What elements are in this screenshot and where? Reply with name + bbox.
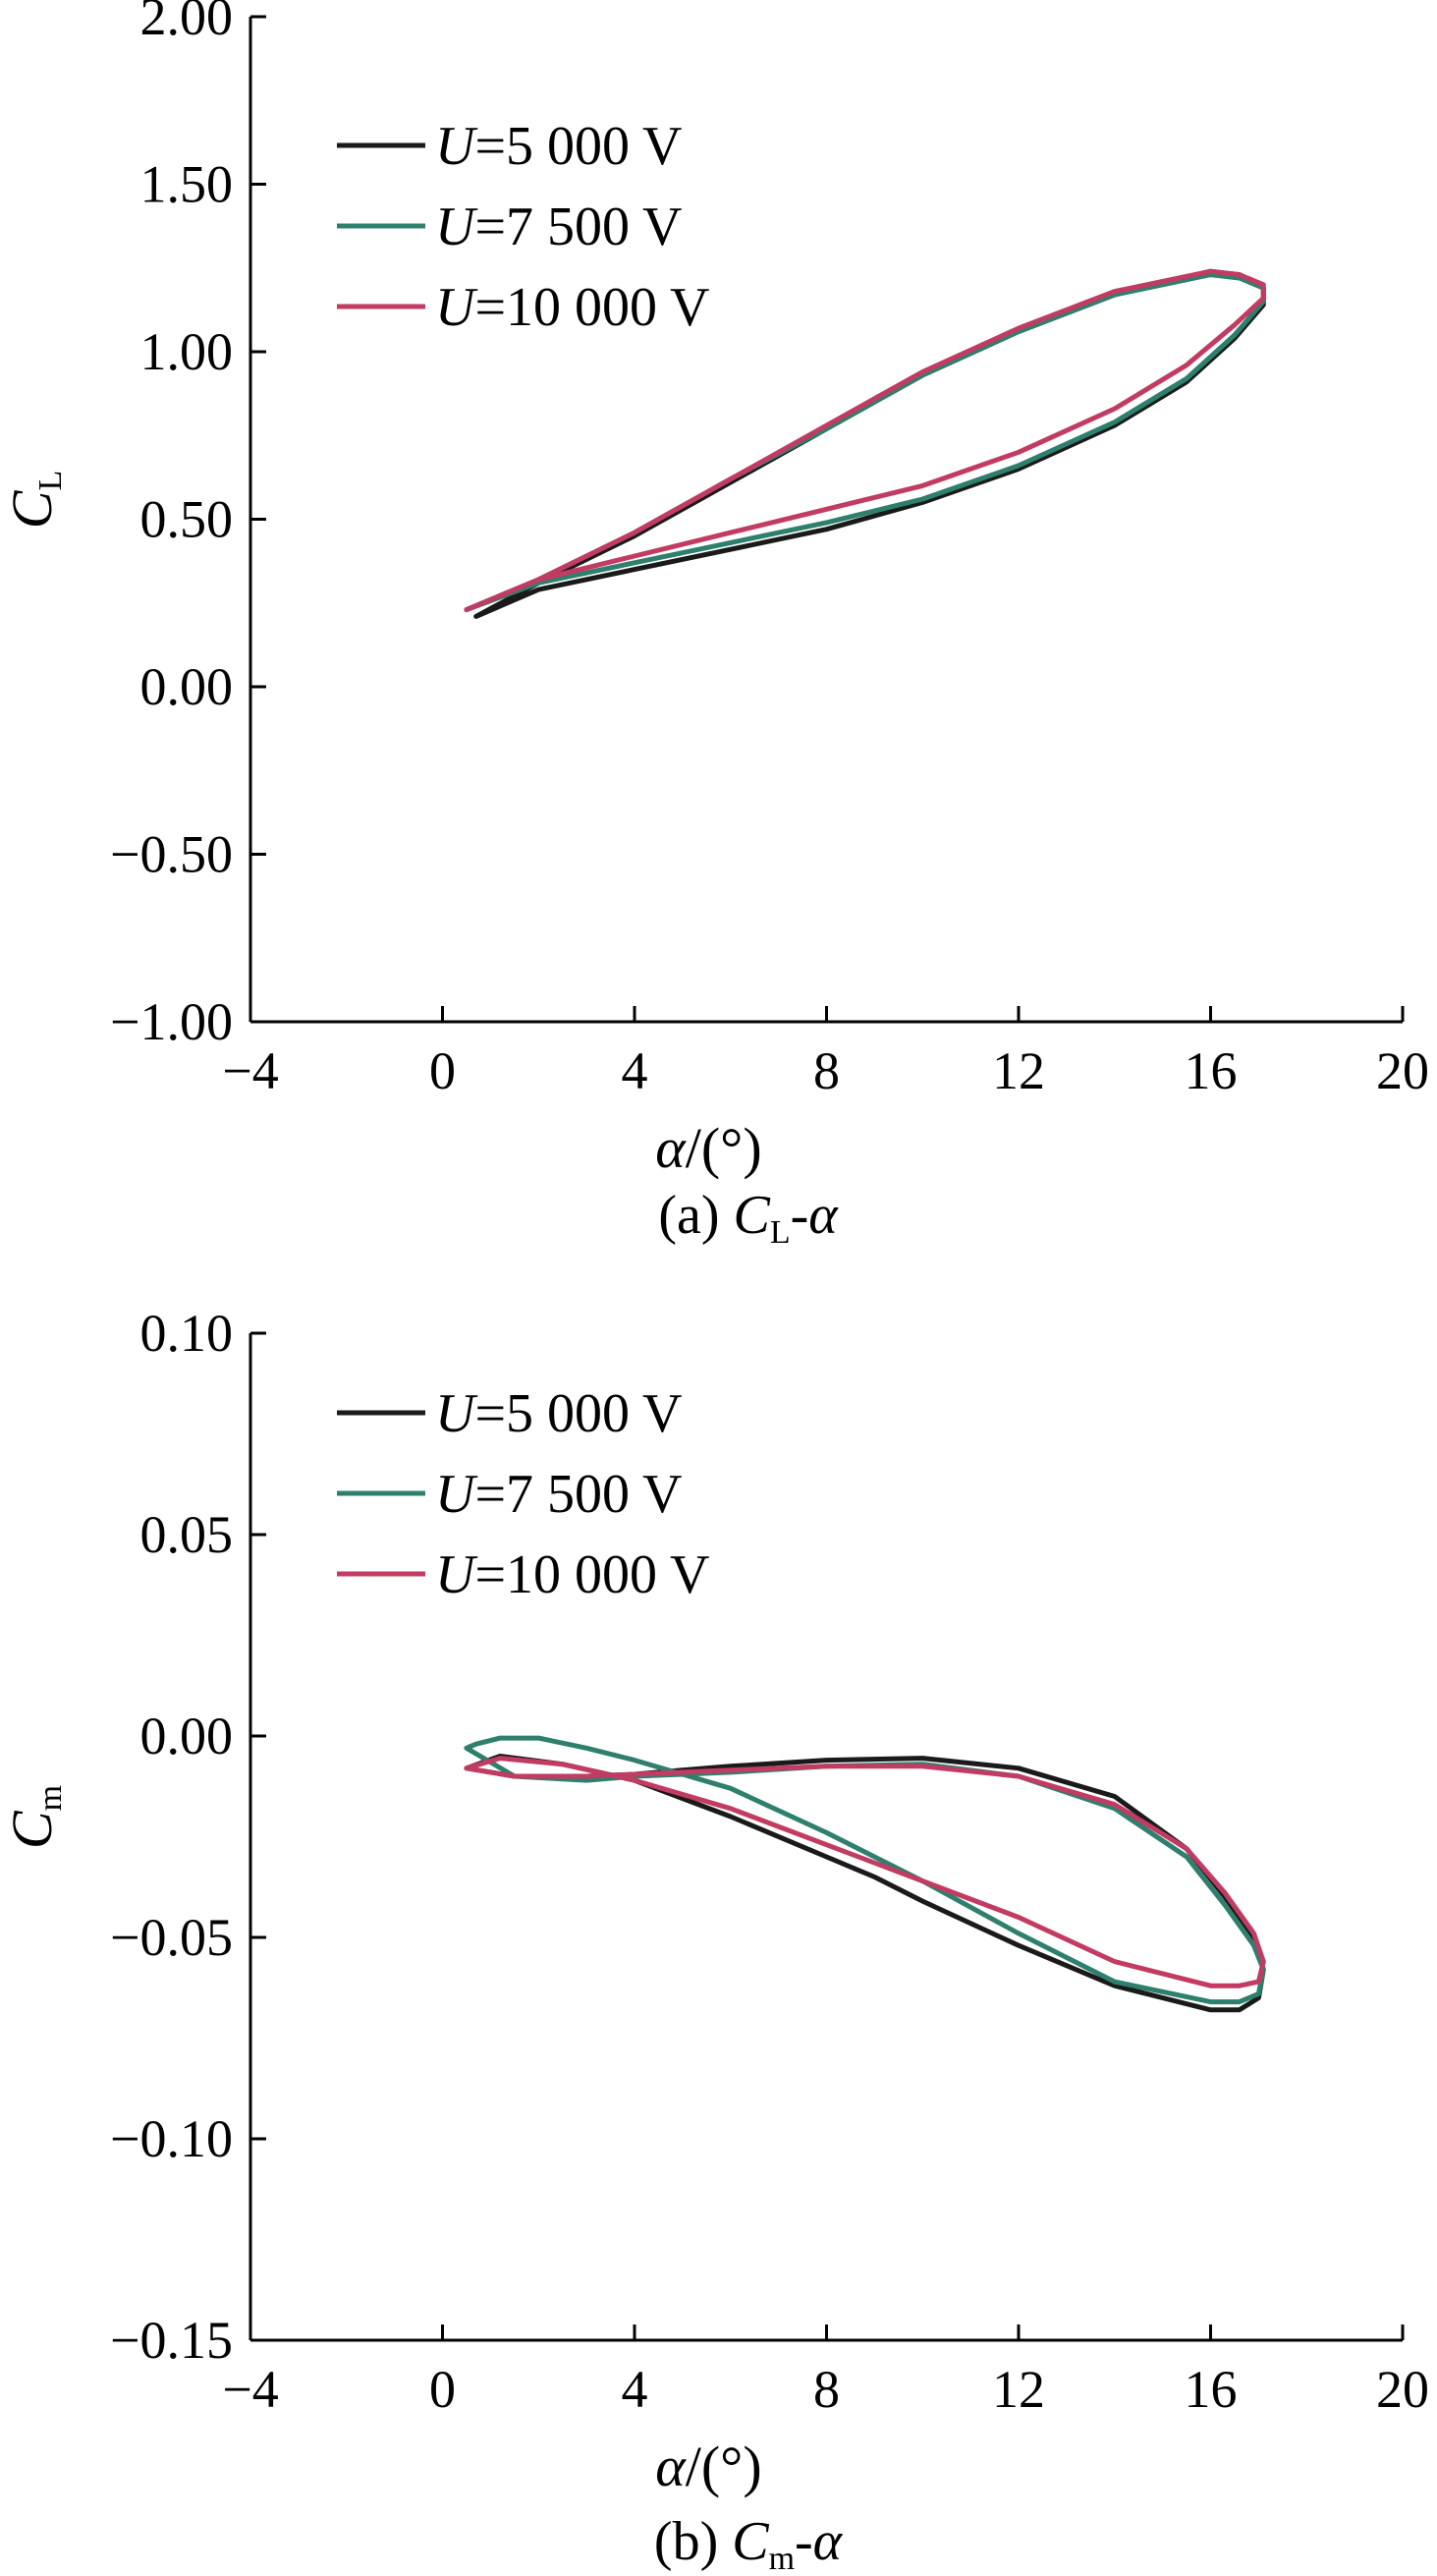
- x-tick-label: −4: [222, 2360, 278, 2419]
- y-tick-label: 0.50: [140, 490, 234, 549]
- x-tick-label: 16: [1185, 1041, 1238, 1100]
- series-line-1: [464, 1754, 1266, 2013]
- x-axis-label: α/(°): [655, 2435, 761, 2498]
- series-line-3: [464, 268, 1266, 613]
- x-tick-label: 12: [992, 1041, 1045, 1100]
- y-tick-label: 2.00: [140, 0, 234, 46]
- x-tick-label: −4: [222, 1041, 278, 1100]
- y-axis-label: CL: [0, 471, 69, 529]
- x-tick-label: 0: [429, 2360, 456, 2419]
- y-tick-label: −0.50: [110, 825, 233, 884]
- y-tick-label: −1.00: [110, 992, 233, 1051]
- chart-panel-a: −1.00 −0.50 0.00 0.50 1.00 1.50 2.00 −4 0 4 8 12 16 2…: [0, 0, 1429, 1251]
- y-tick-label: 0.00: [140, 657, 234, 716]
- x-tick-label: 4: [622, 1041, 648, 1100]
- y-axis-label: Cm: [0, 1785, 69, 1849]
- y-tick-label: −0.15: [110, 2311, 233, 2370]
- x-tick-label: 8: [813, 1041, 840, 1100]
- x-tick-label: 16: [1185, 2360, 1238, 2419]
- x-axis-label: α/(°): [655, 1116, 761, 1180]
- legend-label: U=10 000 V: [435, 277, 709, 338]
- y-tick-label: 0.00: [140, 1707, 234, 1765]
- legend-label: U=5 000 V: [435, 1383, 682, 1444]
- y-tick-label: 1.00: [140, 322, 234, 381]
- figure-caption: (a) CL-α: [658, 1185, 839, 1251]
- legend-label: U=10 000 V: [435, 1544, 709, 1605]
- legend-label: U=5 000 V: [435, 116, 682, 177]
- x-tick-label: 12: [992, 2360, 1045, 2419]
- y-tick-label: −0.05: [110, 1908, 233, 1967]
- legend-label: U=7 500 V: [435, 1464, 682, 1525]
- x-tick-label: 4: [622, 2360, 648, 2419]
- chart-panel-b: −0.15 −0.10 −0.05 0.00 0.05 0.10 −4 0 4 8 12 16 20 α/…: [0, 1304, 1429, 2576]
- y-tick-label: 0.10: [140, 1304, 234, 1363]
- y-tick-label: 1.50: [140, 155, 234, 214]
- series-line-3: [464, 1756, 1266, 1988]
- x-tick-label: 0: [429, 1041, 456, 1100]
- legend: U=5 000 V U=7 500 V U=10 000 V: [337, 116, 709, 338]
- x-tick-label: 8: [813, 2360, 840, 2419]
- y-tick-label: 0.05: [140, 1505, 234, 1564]
- x-tick-label: 20: [1376, 2360, 1429, 2419]
- x-tick-label: 20: [1376, 1041, 1429, 1100]
- y-tick-label: −0.10: [110, 2109, 233, 2168]
- figure-caption: (b) Cm-α: [654, 2511, 844, 2576]
- legend-label: U=7 500 V: [435, 196, 682, 257]
- legend: U=5 000 V U=7 500 V U=10 000 V: [337, 1383, 709, 1605]
